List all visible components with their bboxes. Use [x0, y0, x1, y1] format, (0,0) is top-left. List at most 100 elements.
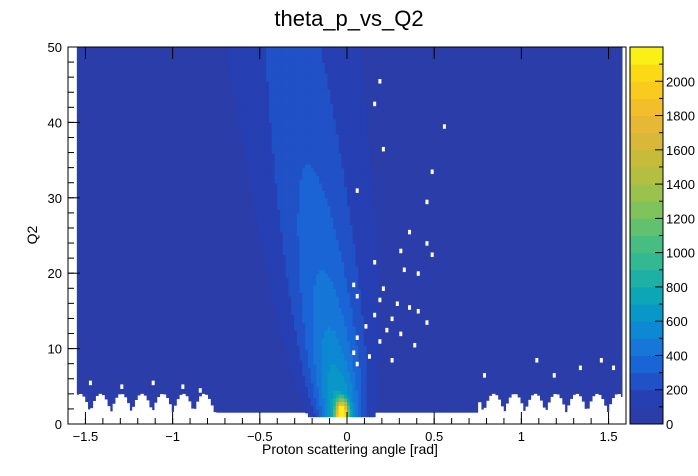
heatmap-cell	[372, 367, 376, 372]
heatmap-cell	[327, 182, 331, 188]
heatmap-cell	[349, 341, 354, 346]
heatmap-cell	[372, 265, 376, 271]
heatmap-cell	[310, 65, 315, 71]
heatmap-cell	[344, 171, 348, 176]
heatmap-cell	[299, 77, 304, 82]
heatmap-cell	[372, 386, 376, 391]
heatmap-cell	[335, 329, 340, 335]
heatmap-cell	[313, 92, 318, 97]
heatmap-cell	[305, 341, 309, 346]
x-tick-label: 1.5	[600, 429, 618, 444]
heatmap-cell	[344, 88, 348, 93]
heatmap-cell	[316, 103, 320, 109]
heatmap-cell	[358, 352, 362, 357]
heatmap-cell	[355, 254, 359, 259]
heatmap-cell	[268, 235, 273, 240]
heatmap-cell	[358, 243, 362, 248]
heatmap-cell	[352, 73, 357, 78]
heatmap-cell	[324, 284, 329, 290]
x-tick-label: −1	[165, 429, 180, 444]
heatmap-cell	[372, 299, 376, 305]
heatmap-cell	[347, 367, 351, 372]
heatmap-cell	[293, 69, 298, 75]
empty-bin	[352, 282, 356, 288]
heatmap-cell	[341, 224, 345, 229]
heatmap-cell	[333, 344, 337, 350]
heatmap-cell	[344, 186, 348, 191]
heatmap-cell	[355, 148, 359, 154]
heatmap-cell	[307, 295, 312, 301]
heatmap-cell	[288, 292, 292, 297]
heatmap-cell	[347, 288, 351, 293]
heatmap-cell	[307, 209, 312, 214]
heatmap-cell	[324, 303, 329, 308]
heatmap-cell	[344, 367, 348, 372]
heatmap-cell	[352, 341, 357, 346]
heatmap-cell	[321, 280, 326, 286]
heatmap-cell	[358, 359, 362, 365]
heatmap-cell	[360, 307, 365, 312]
heatmap-cell	[349, 314, 354, 320]
heatmap-cell	[358, 220, 362, 225]
heatmap-cell	[327, 201, 331, 207]
heatmap-cell	[291, 227, 295, 233]
heatmap-cell	[333, 280, 337, 286]
heatmap-cell	[366, 216, 371, 222]
heatmap-cell	[277, 145, 281, 150]
heatmap-cell	[307, 220, 312, 225]
heatmap-cell	[335, 341, 340, 346]
heatmap-cell	[324, 111, 329, 116]
heatmap-cell	[266, 99, 270, 105]
heatmap-cell	[360, 325, 365, 331]
heatmap-cell	[268, 107, 273, 112]
heatmap-cell	[274, 152, 278, 158]
heatmap-cell	[352, 246, 357, 252]
heatmap-cell	[302, 288, 306, 293]
heatmap-cell	[327, 318, 331, 323]
heatmap-cell	[302, 167, 306, 173]
heatmap-cell	[252, 96, 256, 101]
heatmap-cell	[307, 99, 312, 105]
heatmap-cell	[285, 114, 290, 120]
heatmap-cell	[291, 126, 295, 131]
heatmap-cell	[321, 322, 326, 327]
heatmap-cell	[369, 284, 373, 290]
heatmap-cell	[305, 201, 309, 207]
heatmap-cell	[347, 224, 351, 229]
heatmap-cell	[338, 344, 343, 350]
heatmap-cell	[335, 160, 340, 165]
heatmap-cell	[316, 209, 320, 214]
heatmap-cell	[358, 295, 362, 301]
heatmap-cell	[344, 69, 348, 75]
heatmap-cell	[257, 69, 262, 75]
heatmap-cell	[274, 111, 278, 116]
heatmap-cell	[293, 292, 298, 297]
heatmap-cell	[293, 171, 298, 176]
heatmap-cell	[227, 47, 231, 52]
heatmap-cell	[257, 145, 262, 150]
heatmap-cell	[321, 212, 326, 218]
heatmap-cell	[335, 239, 340, 244]
heatmap-cell	[266, 137, 270, 142]
heatmap-cell	[363, 254, 368, 259]
heatmap-cell	[285, 224, 290, 229]
empty-bin	[542, 407, 546, 424]
heatmap-cell	[274, 171, 278, 176]
heatmap-cell	[293, 250, 298, 256]
heatmap-cell	[344, 288, 348, 293]
empty-bin	[531, 395, 535, 424]
heatmap-cell	[316, 129, 320, 135]
heatmap-cell	[319, 401, 323, 406]
heatmap-cell	[363, 231, 368, 237]
heatmap-cell	[277, 114, 281, 120]
heatmap-cell	[327, 47, 331, 52]
heatmap-cell	[310, 114, 315, 120]
heatmap-cell	[268, 178, 273, 184]
heatmap-cell	[310, 393, 315, 399]
heatmap-cell	[252, 133, 256, 139]
empty-bin	[162, 394, 167, 424]
heatmap-cell	[319, 194, 323, 199]
heatmap-cell	[366, 401, 371, 406]
heatmap-cell	[260, 114, 265, 120]
heatmap-cell	[360, 299, 365, 305]
